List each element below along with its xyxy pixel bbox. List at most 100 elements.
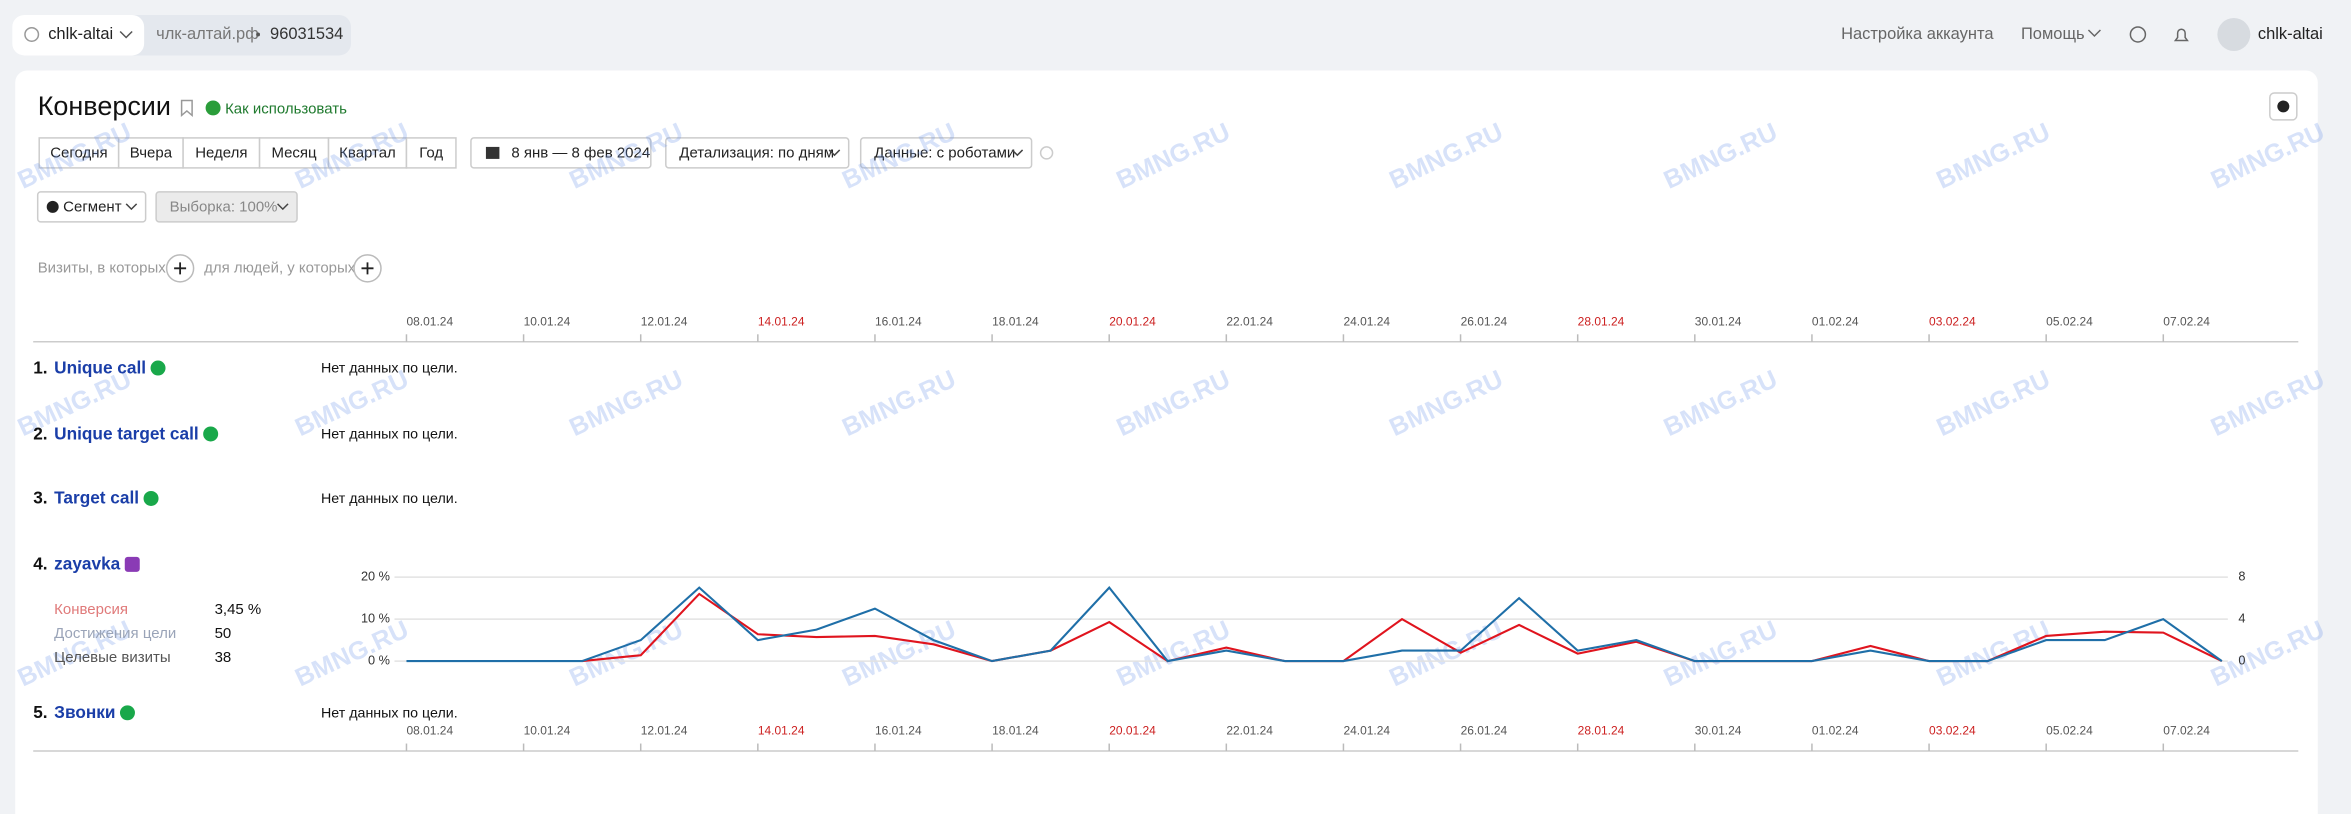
goal-note: Нет данных по цели. [321, 361, 458, 377]
timeline-label: 05.02.24 [2046, 314, 2093, 328]
timeline-label: 12.01.24 [641, 314, 688, 328]
timeline-label: 03.02.24 [1929, 314, 1976, 328]
timeline-label: 03.02.24 [1929, 724, 1976, 738]
site-name: chlk-altai [48, 25, 113, 43]
info-icon [205, 100, 221, 116]
timeline-label: 22.01.24 [1226, 314, 1273, 328]
goal-icon [119, 705, 135, 721]
domain: члк-алтай.рф [156, 25, 259, 43]
card [15, 70, 2318, 814]
stat-label: Достижения цели [54, 625, 176, 642]
timeline-label: 07.02.24 [2163, 314, 2210, 328]
timeline-label: 14.01.24 [758, 314, 805, 328]
chat-icon[interactable] [2129, 26, 2147, 43]
timeline-label: 26.01.24 [1461, 724, 1508, 738]
y-tick-label: 20 % [361, 569, 390, 584]
goal-note: Нет данных по цели. [321, 491, 458, 507]
plus [361, 262, 374, 275]
detail-select[interactable] [665, 137, 850, 169]
timeline-label: 08.01.24 [406, 314, 453, 328]
timeline-label: 30.01.24 [1695, 314, 1742, 328]
counter: 96031534 [270, 25, 343, 43]
timeline-label: 18.01.24 [992, 724, 1039, 738]
timeline-label: 10.01.24 [524, 314, 571, 328]
help-link[interactable]: Как использовать [225, 100, 347, 117]
timeline-label: 30.01.24 [1695, 724, 1742, 738]
timeline-label: 24.01.24 [1343, 724, 1390, 738]
timeline-label: 18.01.24 [992, 314, 1039, 328]
site-selector[interactable] [12, 14, 145, 56]
timeline-label: 20.01.24 [1109, 724, 1156, 738]
chevron [125, 203, 138, 211]
avatar[interactable] [2217, 17, 2251, 51]
goal-note: Нет данных по цели. [321, 705, 458, 721]
goal-icon [143, 490, 159, 506]
stat-label: Целевые визиты [54, 649, 170, 666]
timeline-label: 01.02.24 [1812, 724, 1859, 738]
timeline-label: 26.01.24 [1461, 314, 1508, 328]
goal-number: 1. [33, 357, 47, 377]
data-select-label: Данные: с роботами [874, 145, 1015, 162]
period-label: Сегодня [50, 145, 107, 162]
page-title: Конверсии [38, 91, 171, 121]
account-link[interactable]: Настройка аккаунта [1841, 25, 1994, 43]
sample-select[interactable] [155, 191, 298, 223]
goal-name[interactable]: Unique target call [54, 423, 198, 443]
timeline-label: 05.02.24 [2046, 724, 2093, 738]
goal-name[interactable]: Unique call [54, 357, 146, 377]
period-label: Квартал [339, 145, 396, 162]
timeline-label: 01.02.24 [1812, 314, 1859, 328]
timeline-label: 28.01.24 [1578, 314, 1625, 328]
period-label: Год [419, 145, 443, 162]
segment-select-label: Сегмент [63, 199, 122, 216]
period-button[interactable] [117, 137, 184, 169]
y-tick-label: 0 % [368, 652, 390, 667]
date-range[interactable] [470, 137, 652, 169]
calendar-icon [485, 146, 500, 159]
timeline-label: 20.01.24 [1109, 314, 1156, 328]
goal-note: Нет данных по цели. [321, 426, 458, 442]
stat-label: Конверсия [54, 601, 128, 618]
segment-icon [46, 200, 59, 213]
goal-number: 4. [33, 554, 47, 574]
sample-select-label: Выборка: 100% [170, 199, 278, 216]
dot [256, 32, 261, 37]
chevron [2087, 29, 2101, 38]
goal-name[interactable]: Звонки [54, 702, 115, 722]
goal-name[interactable]: zayavka [54, 554, 120, 574]
period-label: Вчера [130, 145, 173, 162]
goal-icon [203, 426, 219, 442]
period-button[interactable] [327, 137, 408, 169]
help-link[interactable]: Помощь [2021, 25, 2085, 43]
data-select[interactable] [859, 137, 1033, 169]
timeline-label: 12.01.24 [641, 724, 688, 738]
bell-icon[interactable] [2173, 28, 2189, 42]
assistant-icon [2277, 100, 2290, 113]
period-button[interactable] [258, 137, 330, 169]
timeline-label: 16.01.24 [875, 314, 922, 328]
timeline-label: 07.02.24 [2163, 724, 2210, 738]
y2-tick-label: 8 [2238, 569, 2245, 584]
goal-icon [124, 556, 140, 572]
timeline-label: 16.01.24 [875, 724, 922, 738]
goal-number: 5. [33, 702, 47, 722]
date-range-label: 8 янв — 8 фев 2024 [511, 145, 650, 162]
bookmark[interactable] [180, 99, 193, 118]
goal-icon [150, 360, 166, 376]
segment-select[interactable] [36, 191, 147, 223]
plus [174, 262, 187, 275]
globe-icon [24, 26, 40, 42]
period-button[interactable] [182, 137, 261, 169]
stat-value: 38 [215, 649, 232, 666]
period-button[interactable] [38, 137, 120, 169]
timeline-label: 24.01.24 [1343, 314, 1390, 328]
detail-select-label: Детализация: по дням [679, 145, 834, 162]
timeline-label: 14.01.24 [758, 724, 805, 738]
timeline-label: 28.01.24 [1578, 724, 1625, 738]
y-tick-label: 10 % [361, 610, 390, 625]
stat-value: 3,45 % [215, 601, 262, 618]
chevron [119, 30, 133, 39]
series-line [406, 586, 2223, 663]
period-button[interactable] [405, 137, 457, 169]
goal-name[interactable]: Target call [54, 488, 139, 508]
